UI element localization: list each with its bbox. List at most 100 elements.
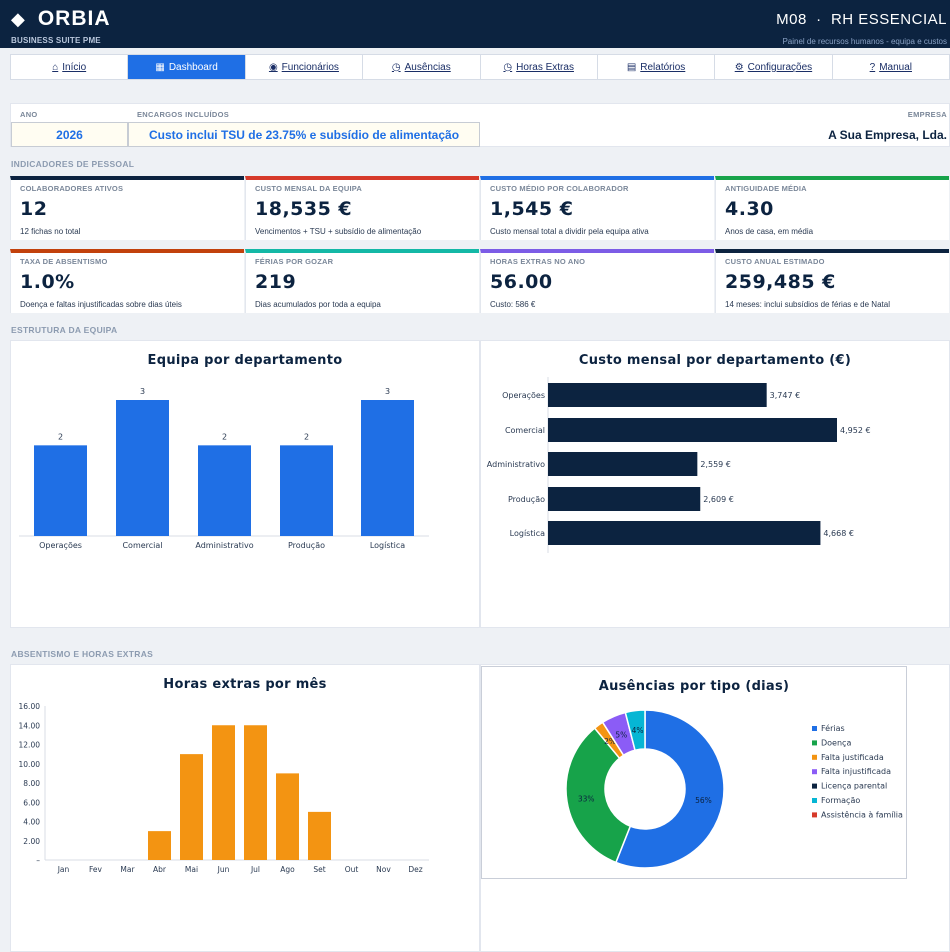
chart-title: Custo mensal por departamento (€)	[578, 353, 852, 368]
brand-subtitle: BUSINESS SUITE PME	[11, 36, 101, 45]
kpi-value: 259,485 €	[725, 271, 836, 293]
nav-tab-5[interactable]: ▤ Relatórios	[598, 55, 716, 79]
nav-tab-7[interactable]: ? Manual	[833, 55, 949, 79]
data-label: 2,609 €	[703, 495, 734, 504]
y-tick-label: 12.00	[19, 741, 41, 750]
legend-swatch	[812, 812, 817, 818]
kpi-label: HORAS EXTRAS NO ANO	[490, 257, 586, 266]
nav-tab-0[interactable]: ⌂ Início	[11, 55, 129, 79]
legend-swatch	[812, 769, 817, 775]
bar	[34, 445, 87, 536]
nav-label: Funcionários	[281, 61, 339, 73]
y-tick-label: –	[36, 856, 40, 865]
legend-label: Licença parental	[821, 782, 887, 791]
nav-tab-4[interactable]: ◷ Horas Extras	[481, 55, 598, 79]
charges-field[interactable]: Custo inclui TSU de 23.75% e subsídio de…	[128, 122, 480, 147]
legend-label: Férias	[821, 723, 845, 733]
bar	[361, 400, 414, 536]
data-label: 4,668 €	[823, 529, 854, 538]
x-tick-label: Jul	[250, 865, 260, 874]
nav-label: Horas Extras	[516, 61, 574, 73]
tick-label: Administrativo	[195, 541, 253, 550]
kpi-sub: 14 meses: inclui subsídios de férias e d…	[725, 300, 890, 309]
kpi-sub: 12 fichas no total	[20, 227, 81, 236]
x-tick-label: Nov	[376, 865, 391, 874]
nav-label: Manual	[879, 61, 912, 73]
kpi-sub: Vencimentos + TSU + subsídio de alimenta…	[255, 227, 422, 236]
overtime-by-month-chart: – 2.00 4.00 6.00 8.00 10.00 12.00 14.00 16.00 Jan…	[19, 702, 429, 874]
kpi-card: HORAS EXTRAS NO ANO 56.00 Custo: 586 €	[480, 249, 714, 313]
kpi-card: CUSTO ANUAL ESTIMADO 259,485 € 14 meses: i…	[715, 249, 949, 313]
tick-label: Produção	[288, 541, 325, 550]
x-tick-label: Abr	[153, 865, 167, 874]
year-field[interactable]: 2026	[11, 122, 128, 147]
x-tick-label: Jan	[57, 865, 70, 874]
y-tick-label: 8.00	[23, 779, 40, 788]
kpi-label: CUSTO MENSAL DA EQUIPA	[255, 184, 363, 193]
tick-label: Produção	[508, 495, 545, 504]
module-subtitle: Painel de recursos humanos - equipa e cu…	[782, 37, 947, 46]
slice-label: 33%	[578, 794, 595, 803]
legend-swatch	[812, 798, 817, 803]
nav-tab-3[interactable]: ◷ Ausências	[363, 55, 481, 79]
slice-label: 56%	[695, 796, 712, 805]
bar	[548, 487, 701, 511]
kpi-card: TAXA DE ABSENTISMO 1.0% Doença e faltas in…	[10, 249, 244, 313]
y-tick-label: 10.00	[19, 760, 41, 769]
pie-slice	[614, 709, 725, 869]
settings-row: ANO ENCARGOS INCLUÍDOS EMPRESA 2026 Cust…	[10, 103, 950, 147]
nav-icon: ▤	[626, 61, 637, 73]
diamond-icon: ◆	[11, 8, 26, 29]
data-label: 2	[58, 432, 63, 441]
bar	[116, 400, 169, 536]
brand-logo: ◆ ORBIA	[11, 7, 111, 31]
slice-label: 4%	[632, 726, 644, 735]
kpi-label: CUSTO ANUAL ESTIMADO	[725, 257, 825, 266]
x-tick-label: Ago	[280, 865, 295, 874]
bar	[212, 725, 235, 860]
kpi-label: CUSTO MÉDIO POR COLABORADOR	[490, 184, 629, 193]
overtime-by-month-panel: Horas extras por mês – 2.00 4.00 6.00 8.00 10…	[10, 664, 480, 952]
x-tick-label: Out	[345, 865, 359, 874]
y-tick-label: 2.00	[23, 837, 40, 846]
section-title-absence: ABSENTISMO E HORAS EXTRAS	[11, 649, 154, 659]
nav-tab-6[interactable]: ⚙ Configurações	[715, 55, 833, 79]
bar	[280, 445, 333, 536]
y-tick-label: 6.00	[23, 798, 40, 807]
nav-tab-1[interactable]: ▦ Dashboard	[128, 55, 246, 79]
bar	[148, 831, 171, 860]
tick-label: Operações	[39, 541, 82, 550]
data-label: 3,747 €	[770, 391, 801, 400]
charges-label: ENCARGOS INCLUÍDOS	[137, 110, 230, 119]
bar	[180, 754, 203, 860]
top-bar: ◆ ORBIA BUSINESS SUITE PME M08 · RH ESSE…	[0, 0, 950, 48]
main-nav: ⌂ Início ▦ Dashboard ◉ Funcionários ◷ Ausências…	[10, 54, 950, 80]
bar	[548, 521, 821, 545]
legend-swatch	[812, 740, 817, 746]
kpi-sub: Anos de casa, em média	[725, 227, 814, 236]
team-by-department-panel: Equipa por departamento 2 Operações 3 Comer…	[10, 340, 480, 628]
kpi-sub: Doença e faltas injustificadas sobre dia…	[20, 300, 182, 309]
legend-swatch	[812, 783, 817, 789]
nav-label: Ausências	[404, 61, 451, 73]
tick-label: Logística	[370, 541, 405, 550]
nav-label: Início	[62, 61, 87, 73]
nav-icon: ⚙	[734, 61, 744, 73]
absences-by-type-panel: Ausências por tipo (dias) 56% 33% 2% 5% 4% Fé…	[481, 666, 907, 879]
kpi-sub: Dias acumulados por toda a equipa	[255, 300, 381, 309]
pie-slice	[624, 709, 646, 752]
nav-icon: ?	[869, 61, 876, 73]
cost-by-department-panel: Custo mensal por departamento (€) Operaç…	[480, 340, 950, 628]
x-tick-label: Mai	[185, 865, 198, 874]
kpi-value: 56.00	[490, 271, 553, 293]
data-label: 2,559 €	[700, 460, 731, 469]
tick-label: Administrativo	[487, 460, 545, 469]
kpi-sub: Custo mensal total a dividir pela equipa…	[490, 227, 649, 236]
nav-label: Relatórios	[640, 61, 686, 73]
data-label: 4,952 €	[840, 426, 871, 435]
nav-icon: ▦	[155, 61, 165, 73]
slice-label: 2%	[604, 737, 616, 746]
kpi-value: 1,545 €	[490, 198, 574, 220]
nav-label: Configurações	[747, 61, 813, 73]
nav-tab-2[interactable]: ◉ Funcionários	[246, 55, 364, 79]
